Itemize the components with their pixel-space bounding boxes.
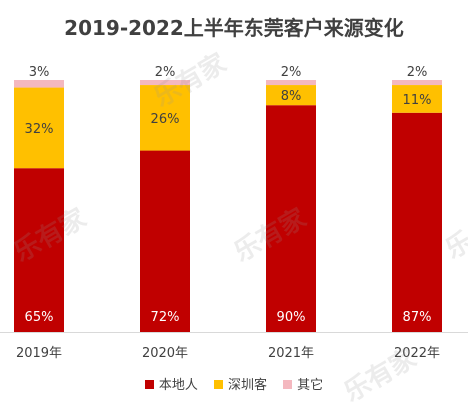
legend-item-local: 本地人 (144, 374, 198, 393)
data-label-local: 90% (277, 310, 306, 325)
data-label-shenzhen: 26% (151, 112, 180, 127)
stacked-bar-chart: 65% 32% 3% 2019年 72% 26% 2% 2020年 90% 8% 2% 2021年 87… (0, 65, 468, 361)
bar-local (392, 112, 442, 332)
chart-title: 2019-2022上半年东莞客户来源变化 (64, 16, 404, 40)
legend-swatch-shenzhen (213, 380, 223, 389)
legend-swatch-other (283, 380, 293, 389)
bar-local (140, 150, 190, 332)
data-label-shenzhen: 11% (403, 93, 432, 108)
legend-label-shenzhen: 深圳客 (227, 378, 267, 393)
bar-local (266, 105, 316, 332)
x-tick-label: 2019年 (16, 346, 62, 361)
data-label-other: 3% (29, 65, 50, 80)
x-tick-label: 2022年 (394, 346, 440, 361)
data-label-local: 72% (151, 310, 180, 325)
legend-label-other: 其它 (297, 378, 324, 393)
legend: 本地人 深圳客 其它 (0, 374, 468, 393)
data-label-local: 65% (25, 310, 54, 325)
legend-item-shenzhen: 深圳客 (213, 374, 267, 393)
legend-swatch-local (144, 380, 154, 389)
legend-item-other: 其它 (283, 374, 323, 393)
bar-shenzhen (392, 85, 442, 113)
data-label-other: 2% (155, 65, 176, 80)
x-tick-label: 2020年 (142, 346, 188, 361)
data-label-local: 87% (403, 310, 432, 325)
bar-other (140, 80, 190, 86)
bar-shenzhen (266, 85, 316, 106)
data-label-other: 2% (407, 65, 428, 80)
data-label-shenzhen: 32% (25, 122, 54, 137)
bar-shenzhen (14, 87, 64, 169)
data-label-shenzhen: 8% (281, 89, 302, 104)
bar-shenzhen (140, 85, 190, 151)
data-label-other: 2% (281, 65, 302, 80)
bar-other (266, 80, 316, 86)
bar-other (392, 80, 442, 86)
bar-other (14, 80, 64, 88)
bar-local (14, 168, 64, 332)
legend-label-local: 本地人 (158, 378, 198, 393)
x-tick-label: 2021年 (268, 346, 314, 361)
